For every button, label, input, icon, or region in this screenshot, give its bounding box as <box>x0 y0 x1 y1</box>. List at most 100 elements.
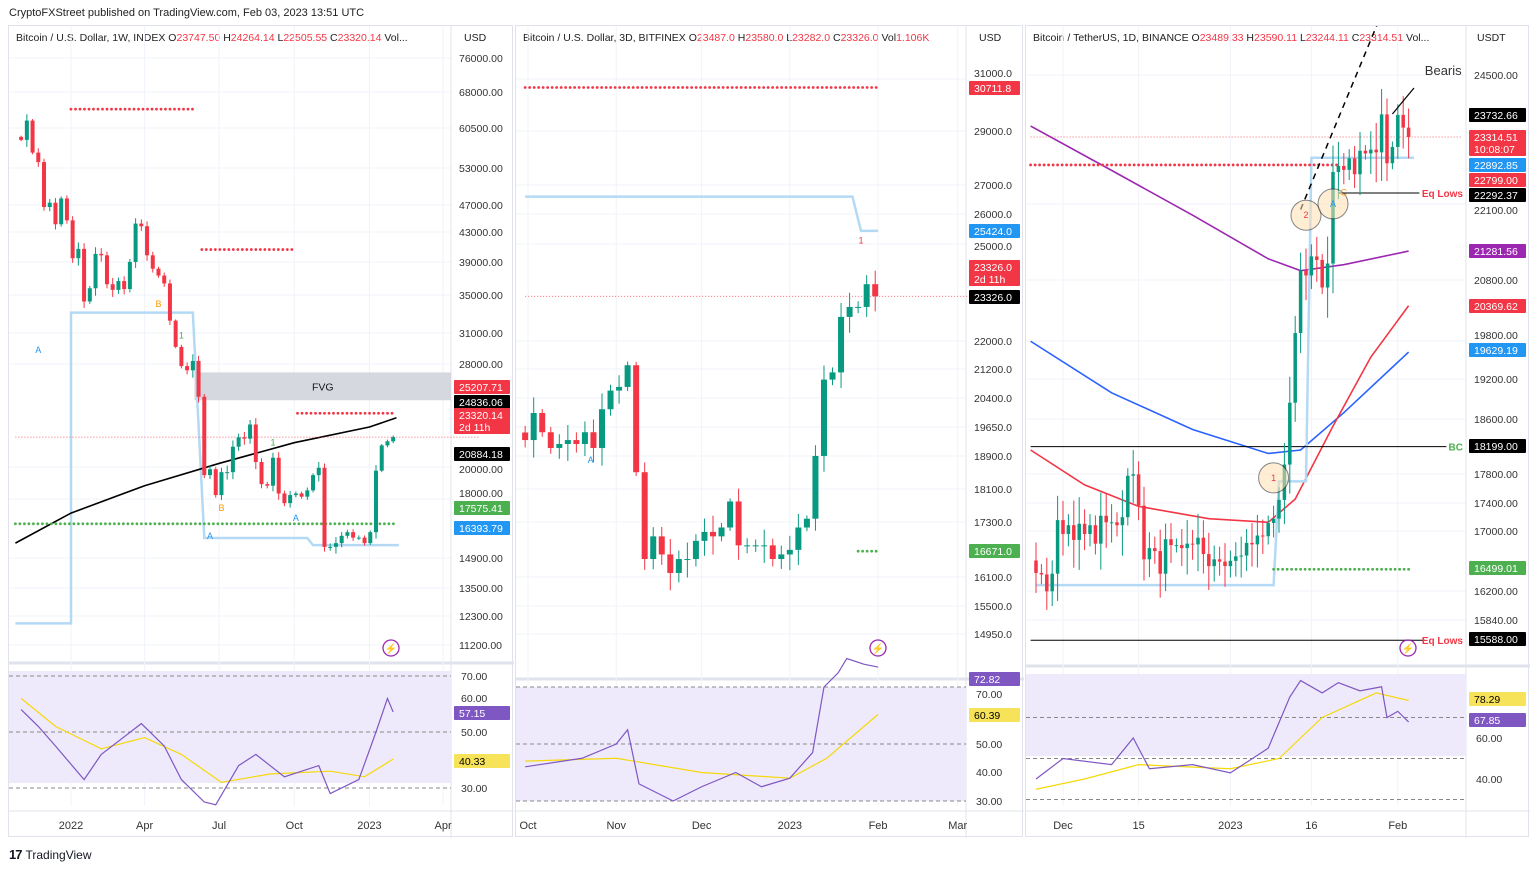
candle[interactable] <box>208 465 213 480</box>
candle[interactable] <box>1363 145 1368 160</box>
candle[interactable] <box>1115 512 1119 537</box>
chart-canvas[interactable]: 76000.00 68000.00 60500.00 53000.00 47000.00… <box>9 26 514 838</box>
candle[interactable] <box>1390 141 1395 170</box>
candle[interactable] <box>351 529 356 541</box>
candle[interactable] <box>709 515 716 555</box>
candle[interactable] <box>641 462 648 570</box>
candle[interactable] <box>385 439 390 448</box>
chart-panel-3d-bitfinex[interactable]: Bitcoin / U.S. Dollar, 3D, BITFINEX O234… <box>515 25 1024 838</box>
candle[interactable] <box>744 538 751 554</box>
candle[interactable] <box>196 355 201 403</box>
candle[interactable] <box>328 543 333 551</box>
candle[interactable] <box>522 425 529 448</box>
candle[interactable] <box>692 534 699 567</box>
candle[interactable] <box>259 458 264 489</box>
candle[interactable] <box>1180 529 1184 567</box>
candle[interactable] <box>110 277 115 297</box>
candle[interactable] <box>1255 514 1260 568</box>
candle[interactable] <box>116 277 121 294</box>
line-line[interactable] <box>1030 305 1410 524</box>
candle[interactable] <box>1169 523 1173 564</box>
candle[interactable] <box>1288 376 1292 494</box>
candle[interactable] <box>1277 487 1281 533</box>
candle[interactable] <box>1207 532 1211 590</box>
candle[interactable] <box>598 393 605 466</box>
candle[interactable] <box>1142 486 1146 581</box>
alert-lightning-icon[interactable] <box>382 639 400 657</box>
candle[interactable] <box>1271 505 1276 538</box>
candle[interactable] <box>1401 96 1405 149</box>
candle[interactable] <box>1379 88 1384 181</box>
candle[interactable] <box>1072 500 1076 568</box>
candle[interactable] <box>530 397 537 458</box>
candle[interactable] <box>202 393 207 479</box>
candle[interactable] <box>820 365 827 472</box>
candle[interactable] <box>624 361 631 391</box>
candle[interactable] <box>786 535 793 571</box>
candle[interactable] <box>104 251 109 289</box>
candle[interactable] <box>345 529 350 539</box>
candle[interactable] <box>122 276 127 295</box>
candle[interactable] <box>59 196 64 227</box>
candle[interactable] <box>778 545 785 569</box>
candle[interactable] <box>769 538 776 567</box>
candle[interactable] <box>167 279 172 326</box>
candle[interactable] <box>127 258 132 293</box>
candle[interactable] <box>1325 236 1330 318</box>
candle[interactable] <box>42 158 47 211</box>
candle[interactable] <box>173 319 178 349</box>
candle[interactable] <box>607 384 614 416</box>
candle[interactable] <box>1212 545 1216 582</box>
candle[interactable] <box>718 523 725 542</box>
candle[interactable] <box>76 242 81 266</box>
candle[interactable] <box>356 535 361 541</box>
candle[interactable] <box>219 467 224 500</box>
candle[interactable] <box>47 199 52 212</box>
candle[interactable] <box>368 530 373 545</box>
candle[interactable] <box>1039 564 1044 585</box>
chart-canvas[interactable]: 31000.0 29000.0 27000.0 26000.0 25000.0 22000… <box>516 26 1024 838</box>
candle[interactable] <box>829 367 836 386</box>
candle[interactable] <box>305 487 310 500</box>
candle[interactable] <box>190 354 195 378</box>
candle[interactable] <box>795 513 802 566</box>
candle[interactable] <box>213 466 218 498</box>
candle[interactable] <box>1320 254 1324 295</box>
candle[interactable] <box>1147 532 1152 578</box>
alert-lightning-icon[interactable] <box>1399 639 1417 657</box>
candle[interactable] <box>1104 493 1108 548</box>
candle[interactable] <box>803 515 810 532</box>
candle[interactable] <box>156 266 161 278</box>
candle[interactable] <box>150 251 155 273</box>
candle[interactable] <box>1406 108 1411 159</box>
candle[interactable] <box>379 444 384 473</box>
candle[interactable] <box>179 344 184 369</box>
candle[interactable] <box>616 375 623 404</box>
candle[interactable] <box>1250 523 1254 567</box>
candle[interactable] <box>812 445 819 531</box>
candle[interactable] <box>362 535 367 546</box>
candle[interactable] <box>658 527 665 565</box>
candle[interactable] <box>265 481 270 489</box>
candle[interactable] <box>1228 550 1233 578</box>
candle[interactable] <box>242 431 247 445</box>
candle[interactable] <box>1050 560 1054 607</box>
candle[interactable] <box>539 408 546 437</box>
candle[interactable] <box>675 550 682 583</box>
candle[interactable] <box>846 292 853 333</box>
tradingview-logo[interactable]: 17 TradingView <box>9 847 92 862</box>
candle[interactable] <box>236 433 241 451</box>
line-line[interactable] <box>1030 340 1410 455</box>
chart-panel-1d-binance[interactable]: Bitcoin / TetherUS, 1D, BINANCE O23489.3… <box>1025 25 1530 838</box>
candle[interactable] <box>1347 149 1351 181</box>
candle[interactable] <box>145 221 150 261</box>
candle[interactable] <box>1088 514 1092 547</box>
candle[interactable] <box>684 542 691 578</box>
candle[interactable] <box>1196 513 1200 572</box>
candle[interactable] <box>270 452 275 492</box>
candle[interactable] <box>1045 557 1049 610</box>
candle[interactable] <box>1093 515 1098 555</box>
alert-lightning-icon[interactable] <box>869 639 887 657</box>
candle[interactable] <box>581 421 588 457</box>
candle[interactable] <box>133 218 138 268</box>
